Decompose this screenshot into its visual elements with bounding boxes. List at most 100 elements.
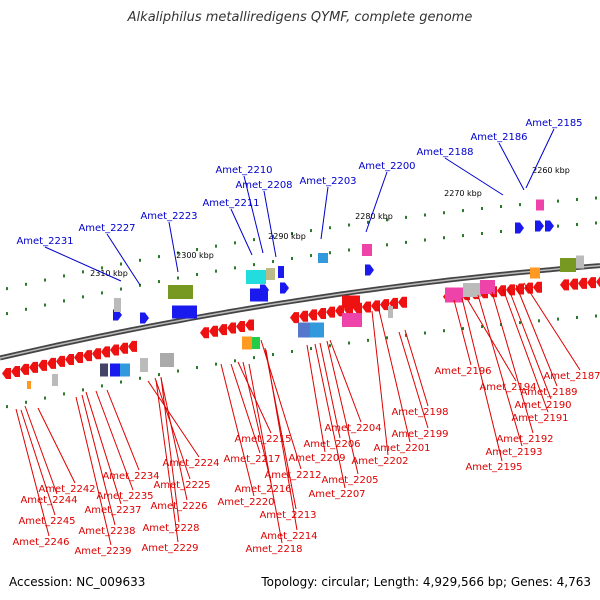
gene-box — [318, 253, 328, 263]
gene-box — [120, 363, 130, 377]
gene-arrow-reverse — [47, 357, 56, 369]
leader-line — [15, 408, 50, 537]
gene-arrow-reverse — [317, 308, 326, 320]
leader-line — [160, 376, 180, 523]
gene-arrow-forward — [535, 220, 544, 232]
leader-line — [155, 379, 179, 543]
tick-dot — [6, 287, 8, 291]
tick-dot — [462, 209, 464, 213]
gene-box — [242, 336, 252, 350]
tick-dot — [329, 251, 331, 255]
tick-dot — [82, 388, 84, 392]
tick-dot — [215, 244, 217, 248]
leader-line — [314, 343, 346, 489]
gene-box — [160, 353, 174, 367]
genome-backbone — [0, 263, 600, 361]
gene-arrow-reverse — [74, 352, 83, 364]
gene-arrow-reverse — [560, 279, 569, 291]
tick-dot — [253, 238, 255, 242]
leader-line — [515, 284, 558, 387]
tick-dot — [405, 215, 407, 219]
tick-dot — [481, 231, 483, 235]
gene-arrow-reverse — [335, 305, 344, 317]
leader-line — [453, 299, 472, 366]
tick-dot — [519, 321, 521, 325]
gene-arrow-reverse — [380, 299, 389, 311]
tick-dot — [253, 263, 255, 267]
gene-box — [310, 322, 324, 338]
tick-dot — [329, 226, 331, 230]
leader-line — [365, 171, 388, 233]
gene-box — [445, 287, 463, 303]
leader-line — [371, 310, 389, 456]
leader-line — [230, 363, 261, 454]
reverse-gene-label: Amet_2226 — [150, 501, 207, 512]
gene-box — [114, 298, 121, 312]
tick-dot — [44, 396, 46, 400]
reverse-gene-label: Amet_2198 — [391, 407, 448, 418]
scale-label: 2260 kbp — [532, 166, 570, 175]
tick-dot — [481, 324, 483, 328]
tick-dot — [25, 400, 27, 404]
tick-dot — [44, 303, 46, 307]
tick-dot — [310, 347, 312, 351]
leader-line — [85, 391, 122, 505]
leader-line — [237, 361, 272, 434]
tick-dot — [101, 266, 103, 270]
tick-dot — [63, 392, 65, 396]
gene-box — [298, 322, 310, 338]
gene-arrow-forward — [140, 312, 149, 324]
leader-line — [329, 339, 362, 423]
gene-arrow-reverse — [2, 368, 11, 380]
reverse-gene-label: Amet_2207 — [308, 489, 365, 500]
gene-arrow-reverse — [515, 283, 524, 295]
gene-arrow-reverse — [596, 276, 600, 288]
tick-dot — [443, 236, 445, 240]
tick-dot — [63, 299, 65, 303]
tick-dot — [310, 229, 312, 233]
tick-dot — [367, 338, 369, 342]
leader-line — [319, 342, 341, 439]
tick-dot — [310, 254, 312, 258]
gene-arrow-reverse — [200, 327, 209, 339]
tick-dot — [576, 222, 578, 226]
tick-dot — [424, 238, 426, 242]
reverse-gene-label: Amet_2244 — [20, 495, 77, 506]
tick-dot — [576, 315, 578, 319]
gene-box — [168, 285, 193, 299]
tick-dot — [481, 206, 483, 210]
scale-label: 2290 kbp — [268, 232, 306, 241]
gene-arrow-reverse — [578, 277, 587, 289]
tick-dot — [215, 362, 217, 366]
tick-dot — [291, 349, 293, 353]
reverse-gene-label: Amet_2214 — [260, 531, 317, 542]
leader-line — [220, 363, 255, 497]
tick-dot — [25, 307, 27, 311]
reverse-gene-label: Amet_2237 — [84, 505, 141, 516]
leader-line — [20, 409, 56, 516]
leader-line — [106, 389, 140, 471]
gene-box — [480, 280, 495, 294]
gene-arrow-reverse — [299, 310, 308, 322]
gene-arrow-reverse — [209, 325, 218, 337]
gene-box — [100, 363, 108, 377]
gene-box — [536, 199, 544, 211]
leader-line — [498, 142, 525, 191]
tick-dot — [519, 203, 521, 207]
reverse-gene-label: Amet_2213 — [259, 510, 316, 521]
leader-line — [326, 340, 359, 475]
reverse-gene-label: Amet_2193 — [485, 447, 542, 458]
tick-dot — [234, 241, 236, 245]
reverse-gene-label: Amet_2187 — [543, 371, 600, 382]
tick-dot — [500, 205, 502, 208]
gene-arrow-reverse — [83, 350, 92, 362]
backbone-line — [0, 263, 600, 361]
tick-dot — [272, 353, 274, 357]
gene-arrow-reverse — [524, 282, 533, 294]
gene-box — [530, 267, 540, 279]
reverse-gene-label: Amet_2239 — [74, 546, 131, 557]
reverse-gene-label: Amet_2224 — [162, 458, 219, 469]
tick-dot — [234, 359, 236, 363]
gene-arrow-forward — [280, 282, 289, 294]
gene-arrow-reverse — [326, 306, 335, 318]
